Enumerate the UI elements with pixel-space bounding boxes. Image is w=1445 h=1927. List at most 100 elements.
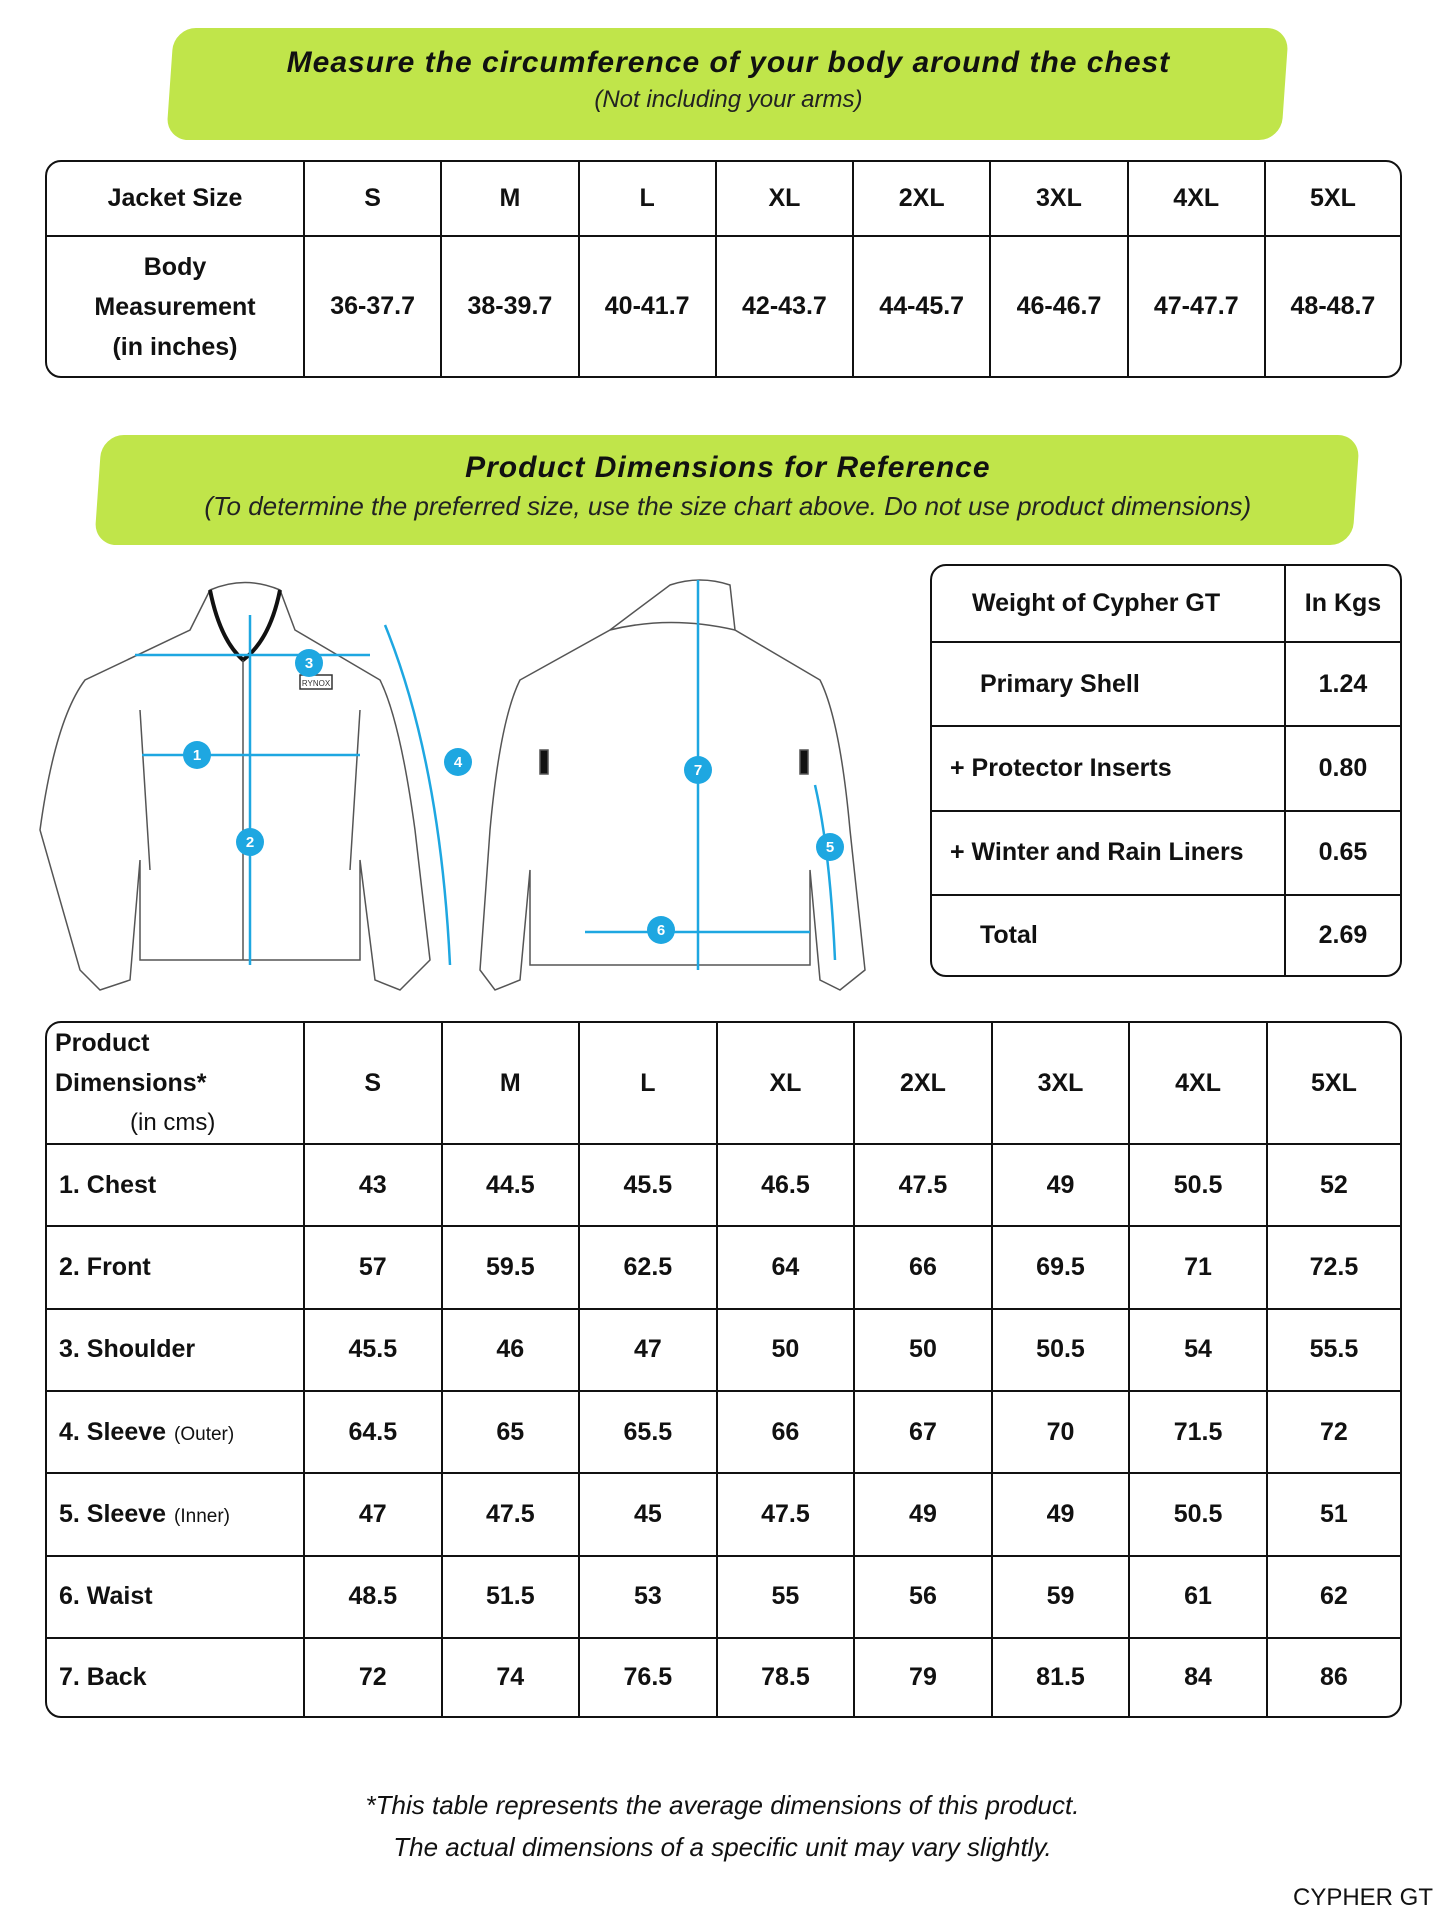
dims-value-cell: 66 <box>717 1391 856 1475</box>
dims-value-cell: 71.5 <box>1130 1391 1268 1475</box>
dims-row-label-text: 1. Chest <box>59 1170 157 1199</box>
dims-row-label-text: 3. Shoulder <box>59 1335 196 1364</box>
jacket-diagram: RYNOX 1 2 3 4 5 6 7 <box>39 579 866 991</box>
dims-header-label: Product Dimensions* (in cms) <box>47 1023 305 1145</box>
measurement-cell: 46-46.7 <box>991 237 1129 376</box>
weight-table: Weight of Cypher GT In Kgs Primary Shell… <box>930 564 1402 977</box>
product-name: CYPHER GT <box>1292 1884 1433 1911</box>
marker-2: 2 <box>246 834 254 851</box>
weight-label: + Winter and Rain Liners <box>932 811 1286 897</box>
dims-row-note: (Outer) <box>174 1423 235 1445</box>
dims-value-cell: 47.5 <box>717 1474 856 1557</box>
weight-header-row: Weight of Cypher GT In Kgs <box>932 566 1400 643</box>
dims-row-label-text: 6. Waist <box>59 1582 153 1611</box>
weight-label: Total <box>932 896 1286 975</box>
dims-value-cell: 55.5 <box>1267 1310 1400 1392</box>
dims-value-cell: 62 <box>1267 1557 1400 1639</box>
dims-value-cell: 50 <box>855 1309 993 1392</box>
chest-banner: Measure the circumference of your body a… <box>166 28 1289 140</box>
weight-value: 1.24 <box>1286 643 1400 728</box>
label-line: Body <box>143 252 207 281</box>
dims-row: 2. Front 57 59.5 62.5 64 66 69.5 71 72.5 <box>47 1227 1400 1310</box>
dims-value-cell: 47 <box>580 1309 718 1392</box>
dims-row-label: 4. Sleeve (Outer) <box>47 1391 305 1475</box>
dimensions-banner-title: Product Dimensions for Reference <box>465 451 991 484</box>
size-header-cell: S <box>305 162 443 237</box>
dims-value-cell: 53 <box>580 1556 718 1639</box>
footnote-line-1: *This table represents the average dimen… <box>365 1790 1080 1820</box>
dims-row-label: 5. Sleeve (Inner) <box>47 1474 305 1557</box>
dims-value-cell: 47 <box>305 1474 443 1557</box>
dims-value-cell: 47.5 <box>442 1474 581 1557</box>
dims-value-cell: 76.5 <box>580 1638 718 1716</box>
dims-row-label-text: 7. Back <box>59 1662 147 1691</box>
dims-value-cell: 54 <box>1130 1309 1268 1392</box>
marker-5: 5 <box>826 839 834 856</box>
weight-row: + Protector Inserts 0.80 <box>932 727 1400 812</box>
dims-row: 4. Sleeve (Outer) 64.5 65 65.5 66 67 70 71.5 72 <box>47 1391 1400 1475</box>
dims-size-header: 3XL <box>992 1023 1131 1145</box>
dims-value-cell: 44.5 <box>442 1145 581 1228</box>
dims-row-label: 6. Waist <box>47 1556 305 1639</box>
measurement-cell: 40-41.7 <box>580 237 717 376</box>
dims-row: 1. Chest 43 44.5 45.5 46.5 47.5 49 50.5 52 <box>47 1145 1400 1228</box>
dims-value-cell: 43 <box>305 1145 443 1228</box>
dimensions-banner: Product Dimensions for Reference (To det… <box>94 435 1360 545</box>
dims-value-cell: 46.5 <box>717 1145 856 1228</box>
dims-value-cell: 70 <box>992 1391 1131 1475</box>
size-header-cell: 4XL <box>1128 162 1266 237</box>
dims-header-title: Product Dimensions* <box>55 1029 207 1097</box>
size-header-cell: 5XL <box>1265 162 1400 237</box>
dimensions-banner-subtitle: (To determine the preferred size, use th… <box>204 491 1252 521</box>
dims-value-cell: 69.5 <box>992 1227 1131 1310</box>
measurement-markers <box>183 649 844 944</box>
dims-row: 5. Sleeve (Inner) 47 47.5 45 47.5 49 49 50.5 51 <box>47 1474 1400 1557</box>
measurement-cell: 36-37.7 <box>305 237 443 376</box>
dims-value-cell: 49 <box>992 1145 1131 1228</box>
dims-value-cell: 61 <box>1130 1556 1268 1639</box>
dims-size-header: 4XL <box>1130 1023 1268 1145</box>
dims-value-cell: 67 <box>855 1391 993 1475</box>
dims-row: 3. Shoulder 45.5 46 47 50 50 50.5 54 55.5 <box>47 1309 1400 1392</box>
dims-header-unit: (in cms) <box>130 1109 216 1136</box>
dims-value-cell: 62.5 <box>580 1227 718 1310</box>
weight-row: Primary Shell 1.24 <box>932 643 1400 728</box>
dims-value-cell: 64 <box>717 1227 856 1310</box>
footnote-line-2: The actual dimensions of a specific unit… <box>393 1832 1052 1862</box>
dims-value-cell: 48.5 <box>305 1556 443 1639</box>
dims-value-cell: 86 <box>1320 1662 1348 1691</box>
dims-value-cell: 52 <box>1267 1145 1400 1228</box>
dims-value-cell: 84 <box>1130 1638 1268 1716</box>
dims-value-cell: 59 <box>992 1556 1131 1639</box>
dims-row-label-text: 2. Front <box>59 1252 151 1281</box>
label-line: Measurement <box>94 292 256 321</box>
chest-banner-title: Measure the circumference of your body a… <box>286 46 1171 79</box>
size-header-cell: 2XL <box>854 162 992 237</box>
dims-value-cell: 51 <box>1267 1474 1400 1557</box>
size-header-cell: L <box>579 162 717 237</box>
marker-4: 4 <box>454 754 463 771</box>
weight-label: + Protector Inserts <box>932 727 1286 812</box>
dims-value-cell: 72 <box>1267 1392 1400 1475</box>
dims-size-header: M <box>442 1023 581 1145</box>
dims-value-cell: 51.5 <box>442 1556 581 1639</box>
dims-value-cell: 78.5 <box>718 1638 856 1716</box>
dims-value-cell: 59.5 <box>442 1227 581 1310</box>
dims-row-label: 7. Back <box>47 1638 305 1716</box>
dims-row: 6. Waist 48.5 51.5 53 55 56 59 61 62 <box>47 1556 1400 1639</box>
dims-value-cell: 45 <box>580 1474 718 1557</box>
size-table: Jacket Size S M L XL 2XL 3XL 4XL 5XL Bod… <box>45 160 1402 378</box>
marker-1: 1 <box>193 747 201 764</box>
measurement-cell: 42-43.7 <box>717 237 855 376</box>
size-header-cell: 3XL <box>991 162 1129 237</box>
weight-header-unit: In Kgs <box>1286 566 1400 643</box>
dims-header-row: Product Dimensions* (in cms) S M L XL 2XL 3XL… <box>47 1023 1400 1145</box>
dims-row-note: (Inner) <box>174 1505 230 1527</box>
dims-row-label: 2. Front <box>47 1227 305 1310</box>
dims-value-cell: 50.5 <box>992 1309 1131 1392</box>
dims-value-cell: 46 <box>442 1309 581 1392</box>
dims-value-cell: 64.5 <box>305 1391 443 1475</box>
jacket-front-illustration: RYNOX <box>39 581 431 991</box>
dims-value-cell: 45.5 <box>305 1309 443 1392</box>
weight-row: + Winter and Rain Liners 0.65 <box>932 811 1400 897</box>
